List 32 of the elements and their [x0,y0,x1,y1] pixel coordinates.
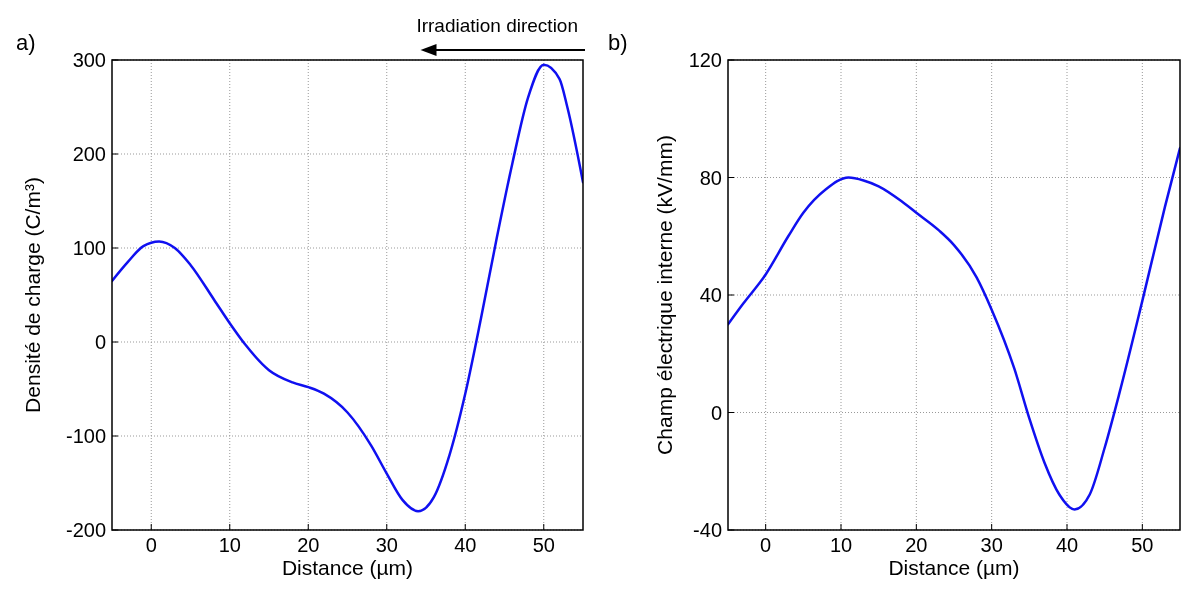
x-axis-title: Distance (µm) [281,556,414,579]
x-tick-label: 20 [905,534,928,556]
x-tick-label: 10 [218,534,241,556]
x-tick-label: 0 [760,534,772,556]
y-tick-label: -200 [65,519,106,541]
text: b) [608,30,628,55]
x-tick-label: 40 [454,534,477,556]
line-series [728,146,1180,511]
text: Irradiation direction [416,15,578,36]
y-tick-label: 120 [688,49,722,71]
y-tick-label: 100 [72,237,106,259]
y-tick-label: -40 [693,519,722,541]
x-tick-label: 30 [375,534,398,556]
x-tick-label: 40 [1055,534,1079,556]
y-tick-label: 80 [699,166,722,189]
x-tick-label: 0 [145,534,157,556]
y-axis-title: Densité de charge (C/m³) [21,177,44,413]
y-tick-label: 300 [72,49,106,71]
x-tick-label: 50 [532,534,555,556]
x-tick-label: 50 [1131,534,1154,556]
y-tick-label: 40 [699,284,722,306]
y-tick-label: -100 [65,425,106,447]
y-tick-label: 0 [94,331,106,353]
text: a) [16,30,36,55]
y-tick-label: 0 [710,401,722,424]
x-tick-label: 20 [297,534,320,556]
y-tick-label: 200 [72,143,106,165]
line-series [112,63,583,513]
x-tick-label: 30 [980,534,1003,556]
x-axis-title: Distance (µm) [888,556,1020,579]
y-axis-title: Champ électrique interne (kV/mm) [653,135,676,455]
x-tick-label: 10 [829,534,853,556]
